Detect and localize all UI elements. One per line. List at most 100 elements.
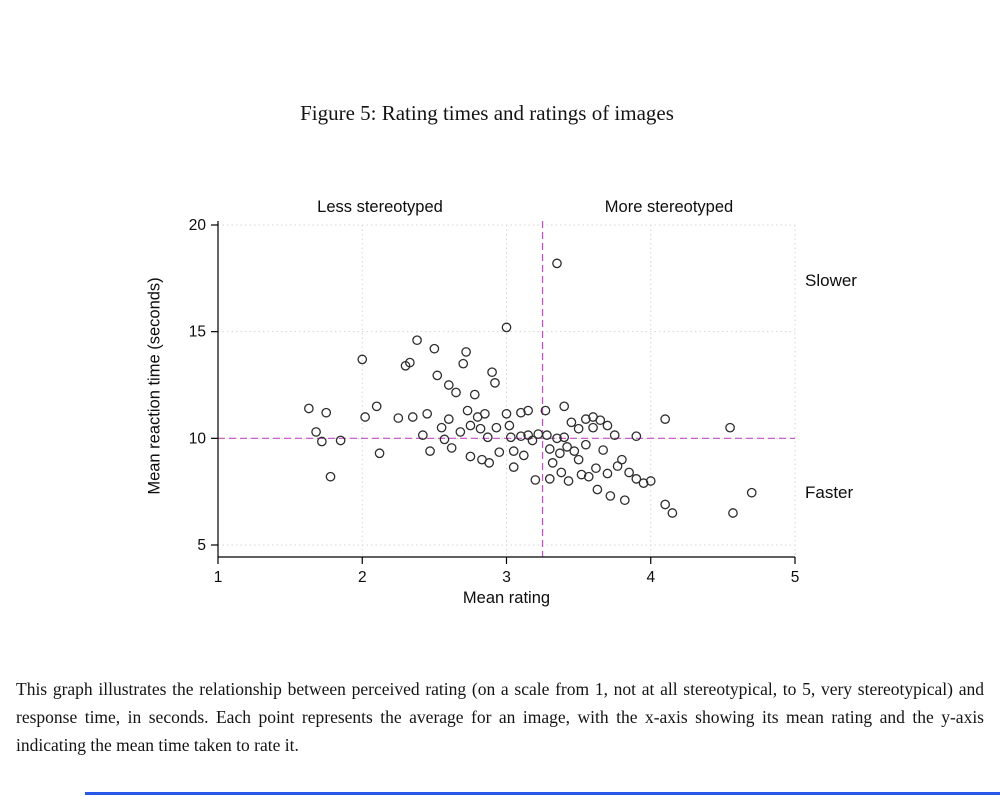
data-point bbox=[725, 422, 735, 433]
data-point bbox=[432, 370, 443, 381]
data-point bbox=[667, 508, 678, 518]
data-point bbox=[563, 476, 574, 486]
y-tick-label: 10 bbox=[189, 430, 207, 447]
data-point bbox=[556, 467, 567, 478]
data-point bbox=[746, 487, 757, 498]
data-point bbox=[609, 430, 620, 440]
y-axis-title-text: Mean reaction time (seconds) bbox=[145, 277, 164, 495]
data-point bbox=[728, 508, 738, 518]
data-point bbox=[425, 446, 435, 456]
data-point bbox=[469, 389, 480, 400]
data-point bbox=[491, 422, 502, 433]
data-point bbox=[542, 430, 552, 440]
data-point bbox=[516, 407, 526, 418]
data-point bbox=[573, 454, 584, 465]
data-point bbox=[501, 322, 512, 333]
data-point bbox=[501, 408, 512, 419]
slower-label: Slower bbox=[805, 271, 857, 290]
x-tick-label: 2 bbox=[358, 569, 367, 586]
figure-caption: This graph illustrates the relationship … bbox=[16, 679, 984, 755]
data-point bbox=[516, 431, 526, 442]
data-point bbox=[443, 380, 454, 390]
data-point bbox=[304, 403, 314, 414]
data-point bbox=[462, 405, 473, 416]
data-point bbox=[482, 432, 493, 443]
data-point bbox=[540, 405, 551, 416]
data-point bbox=[569, 446, 580, 456]
data-point bbox=[317, 436, 327, 447]
data-point bbox=[580, 414, 591, 424]
data-point bbox=[439, 434, 450, 445]
data-point bbox=[417, 430, 428, 440]
x-tick-label: 5 bbox=[791, 569, 800, 586]
data-point bbox=[505, 432, 516, 443]
data-point bbox=[533, 429, 544, 439]
data-point bbox=[559, 432, 570, 443]
bottom-border-line bbox=[85, 792, 1000, 795]
data-point bbox=[311, 427, 321, 437]
data-point bbox=[562, 442, 572, 452]
y-tick-label: 5 bbox=[197, 537, 206, 554]
data-point bbox=[583, 471, 594, 482]
data-point bbox=[412, 335, 422, 346]
data-point bbox=[494, 447, 505, 458]
data-point bbox=[530, 475, 541, 485]
data-point bbox=[393, 413, 404, 423]
data-point bbox=[484, 458, 495, 468]
data-point bbox=[544, 474, 555, 484]
data-point bbox=[321, 407, 332, 418]
data-point bbox=[547, 458, 558, 468]
data-point bbox=[465, 451, 476, 462]
data-point bbox=[660, 414, 671, 424]
data-point bbox=[595, 415, 606, 426]
data-point bbox=[371, 401, 382, 412]
data-point bbox=[573, 423, 584, 434]
y-tick-label: 15 bbox=[189, 324, 206, 341]
faster-label: Faster bbox=[805, 483, 854, 502]
data-point bbox=[422, 408, 433, 419]
data-point bbox=[465, 420, 476, 431]
data-point bbox=[552, 258, 562, 269]
data-point bbox=[455, 427, 466, 437]
data-point bbox=[357, 354, 368, 365]
data-point bbox=[602, 468, 613, 479]
data-point bbox=[475, 423, 486, 434]
y-tick-label: 20 bbox=[189, 217, 207, 234]
data-point bbox=[544, 444, 555, 454]
data-point bbox=[523, 405, 533, 416]
data-point bbox=[660, 499, 671, 510]
data-point bbox=[518, 450, 529, 461]
data-point bbox=[461, 347, 471, 357]
data-point bbox=[638, 478, 649, 488]
data-point bbox=[631, 474, 642, 484]
data-point bbox=[325, 471, 336, 482]
data-point bbox=[624, 467, 634, 478]
x-axis-title: Mean rating bbox=[462, 589, 551, 607]
more-stereotyped-label: More stereotyped bbox=[604, 198, 734, 216]
data-point bbox=[504, 420, 515, 431]
data-point bbox=[374, 448, 385, 459]
data-point bbox=[617, 454, 627, 465]
data-point bbox=[559, 401, 570, 412]
data-point bbox=[566, 417, 577, 428]
data-point bbox=[605, 491, 616, 501]
data-point bbox=[631, 431, 642, 442]
data-point bbox=[458, 358, 469, 369]
data-point bbox=[576, 469, 587, 480]
data-point bbox=[527, 435, 538, 446]
x-tick-label: 4 bbox=[646, 569, 655, 586]
data-point bbox=[360, 412, 370, 422]
data-point bbox=[480, 408, 490, 419]
scatter-plot: 5 10 15 20 1 2 3 4 5 bbox=[189, 217, 800, 586]
data-point bbox=[645, 476, 656, 486]
x-tick-label: 1 bbox=[214, 569, 223, 586]
data-point bbox=[407, 412, 418, 422]
x-tick-label: 3 bbox=[502, 569, 511, 586]
data-point bbox=[508, 446, 519, 456]
data-point bbox=[446, 443, 457, 453]
data-point bbox=[436, 422, 447, 433]
data-point bbox=[592, 484, 603, 495]
data-point bbox=[429, 343, 440, 354]
data-point bbox=[619, 495, 630, 506]
data-point bbox=[598, 445, 608, 455]
